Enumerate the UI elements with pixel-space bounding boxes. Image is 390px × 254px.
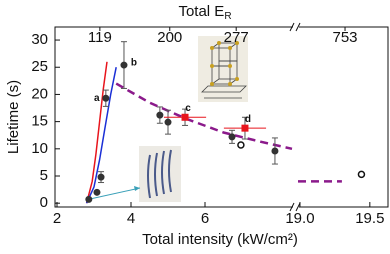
axis-break	[289, 20, 301, 214]
fit-curve	[85, 67, 117, 204]
y-axis-label: Lifetime (s)	[5, 80, 22, 154]
x2-tick-label: 277	[224, 29, 249, 46]
x-tick-label: 2	[53, 210, 61, 227]
point-label: d	[245, 114, 251, 125]
y-tick-label: 30	[31, 31, 48, 48]
point	[271, 147, 279, 155]
y-tick-label: 5	[40, 167, 48, 184]
x2-tick-label: 119	[88, 29, 112, 46]
point	[357, 170, 366, 179]
x2-tick-label: 753	[333, 29, 358, 46]
inset-grating	[89, 146, 181, 202]
x-tick-label: 19.5	[355, 210, 384, 227]
y-tick-label: 20	[31, 85, 48, 102]
point	[241, 124, 249, 132]
arrow	[89, 187, 141, 200]
point-label: c	[185, 103, 191, 114]
plot-frame	[54, 26, 389, 208]
point	[120, 61, 128, 69]
point	[237, 141, 245, 149]
fit-curve	[85, 61, 108, 204]
x-tick-label: 6	[201, 210, 209, 227]
x2-label-sub: R	[224, 11, 231, 22]
y-tick-label: 10	[31, 140, 48, 157]
arrow-head	[134, 186, 140, 191]
x2-label-text: Total E	[178, 3, 224, 20]
inset-lattice	[198, 36, 248, 102]
point	[93, 188, 101, 196]
x2-tick-label: 200	[157, 29, 182, 46]
y-tick-label: 25	[31, 58, 48, 75]
point	[164, 118, 172, 126]
point	[85, 195, 93, 203]
x-tick-label: 19.0	[285, 210, 314, 227]
x-tick-label: 4	[127, 210, 135, 227]
point	[228, 133, 236, 141]
y-tick-label: 0	[40, 194, 48, 211]
x-axis-label: Total intensity (kW/cm²)	[142, 231, 298, 248]
point	[181, 113, 189, 121]
point	[102, 94, 110, 102]
point-label: b	[131, 58, 137, 69]
y-tick-label: 15	[31, 113, 48, 130]
point-label: a	[94, 93, 100, 104]
fit-curve	[115, 82, 342, 183]
point	[97, 173, 105, 181]
x2-axis-label: Total ER	[178, 3, 231, 22]
point	[156, 111, 164, 119]
